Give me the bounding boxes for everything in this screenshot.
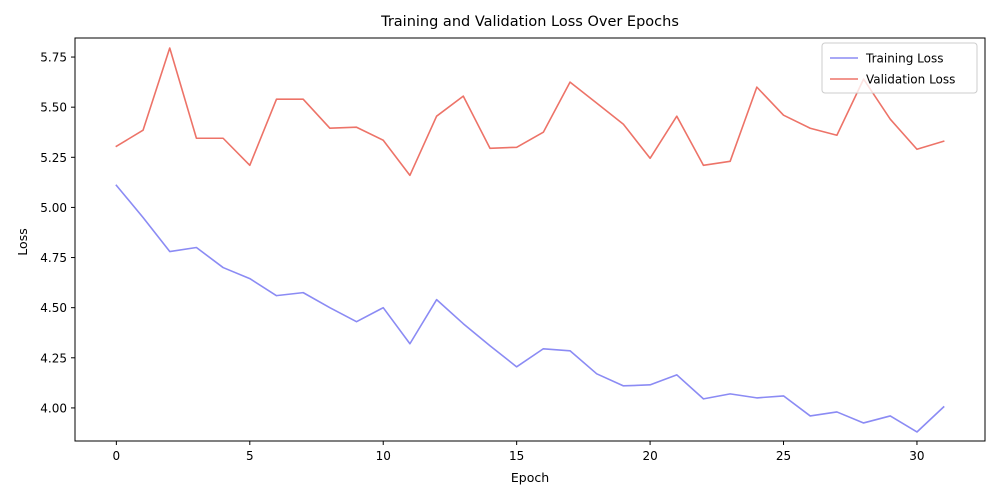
chart-title: Training and Validation Loss Over Epochs [380, 14, 679, 30]
axes-layer: 0 5 10 15 20 25 30 4.00 4.25 4.50 4.75 5.00 5.25 5.50… [40, 37, 986, 463]
series-layer [115, 47, 945, 433]
x-tick-label: 0 [113, 449, 121, 463]
y-tick-label: 5.75 [40, 51, 67, 65]
plot-background [75, 38, 985, 441]
legend-label: Training Loss [865, 52, 943, 66]
plot-area [75, 38, 985, 441]
x-tick-label: 10 [376, 449, 391, 463]
x-tick-label: 15 [509, 449, 524, 463]
y-axis-label: Loss [15, 228, 30, 255]
x-tick-label: 30 [909, 449, 924, 463]
x-tick-label: 25 [776, 449, 791, 463]
x-axis-label: Epoch [511, 470, 549, 485]
y-tick-label: 4.25 [40, 351, 67, 365]
y-tick-label: 4.00 [40, 401, 67, 415]
legend-box [821, 42, 978, 94]
y-tick-label: 4.75 [40, 251, 67, 265]
series-line-validation-loss [115, 47, 945, 177]
y-tick-label: 5.50 [40, 101, 67, 115]
x-tick-label: 5 [246, 449, 254, 463]
y-tick-label: 5.00 [40, 201, 67, 215]
legend: Training Loss Validation Loss [821, 42, 978, 94]
y-tick-label: 4.50 [40, 301, 67, 315]
y-tick-label: 5.25 [40, 151, 67, 165]
legend-label: Validation Loss [866, 73, 955, 87]
series-line-training-loss [115, 184, 945, 433]
x-tick-label: 20 [642, 449, 657, 463]
axes-frame [74, 37, 986, 442]
